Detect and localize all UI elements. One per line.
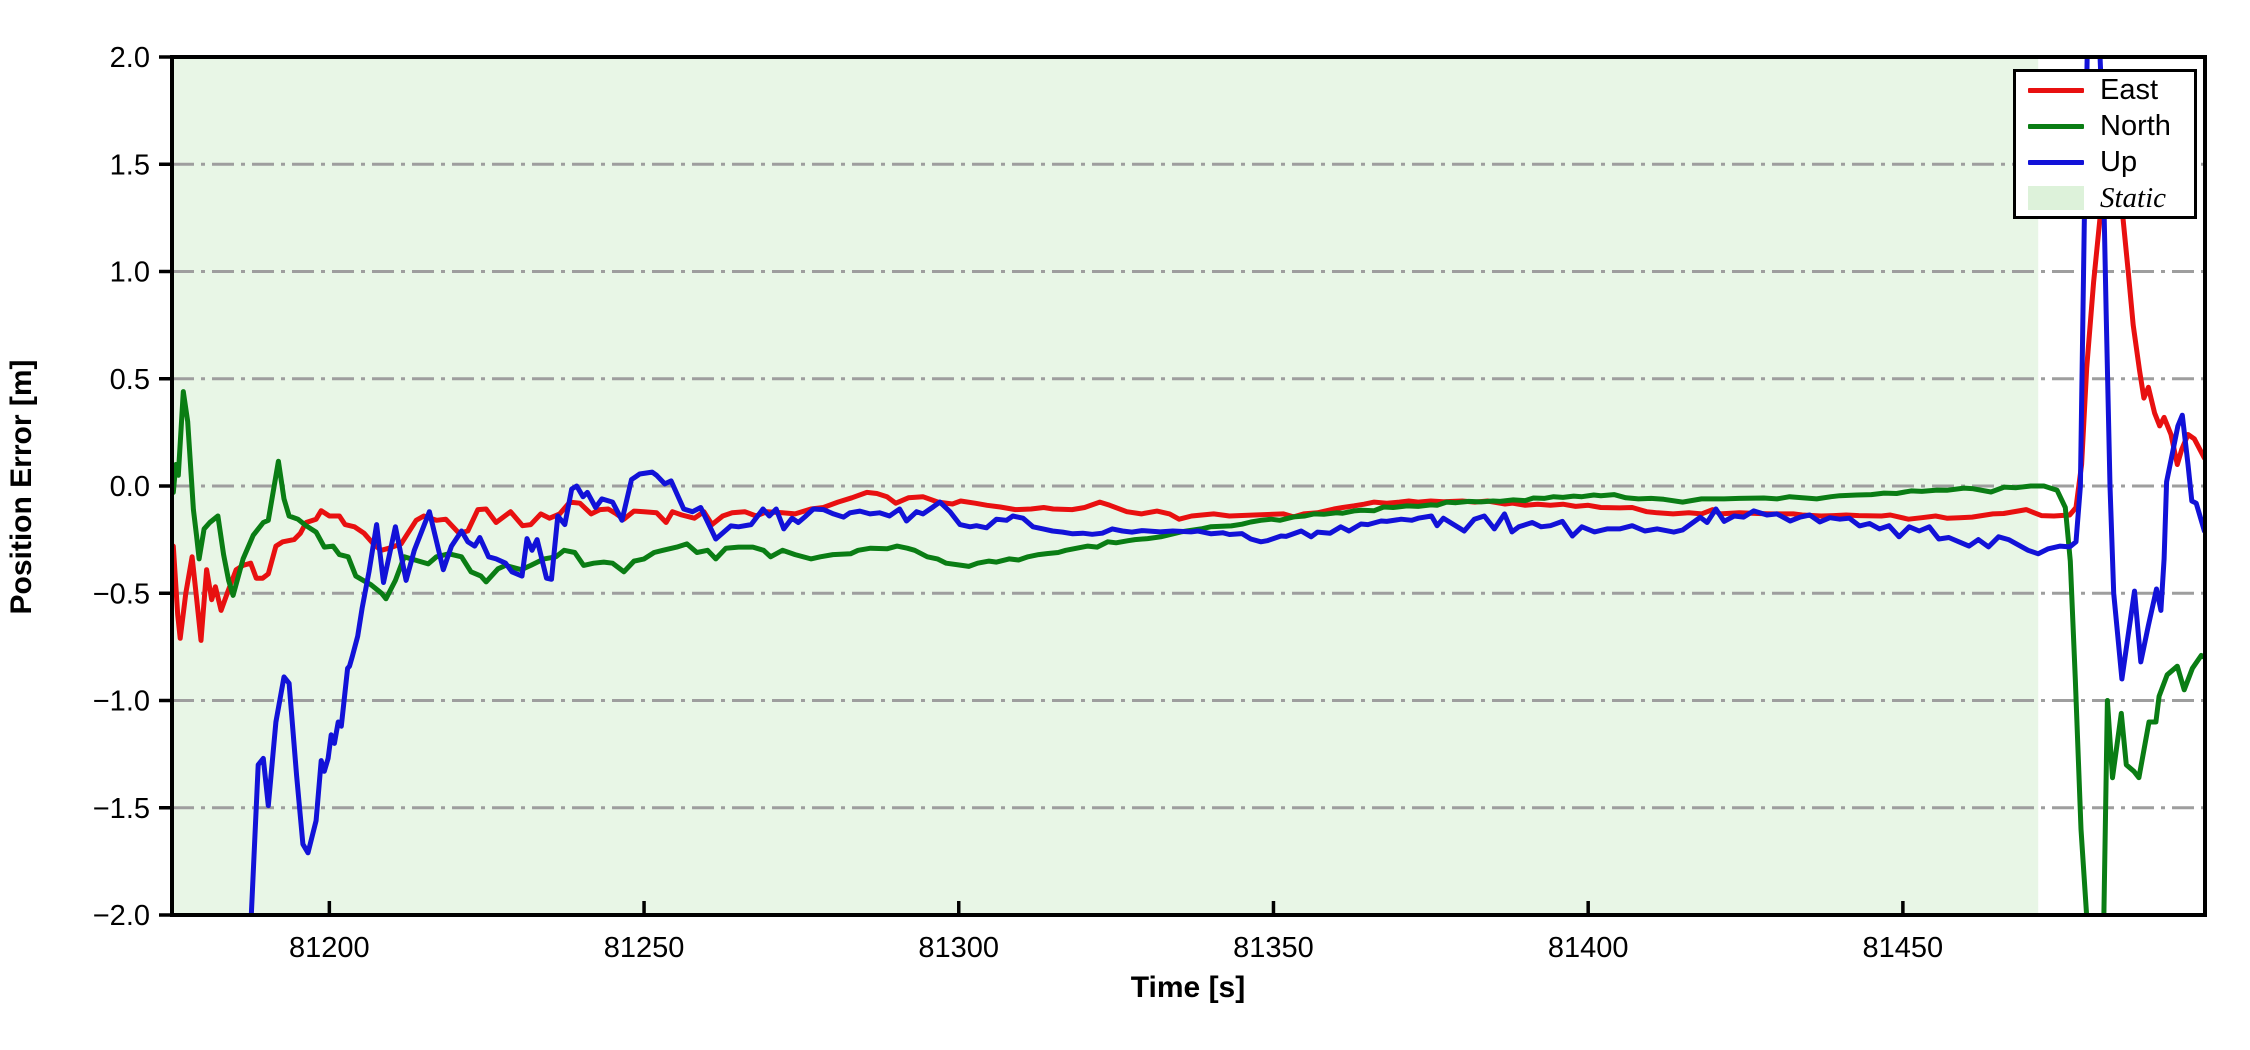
y-axis-label: Position Error [m]: [5, 359, 38, 615]
x-tick-label: 81450: [1863, 932, 1944, 964]
legend-entry-east: East: [2016, 73, 2194, 107]
x-axis-label: Time [s]: [1130, 971, 1246, 1004]
y-tick-label: −1.5: [93, 793, 150, 825]
legend-entry-static: Static: [2016, 181, 2194, 215]
y-tick-label: −0.5: [93, 578, 150, 610]
y-tick-label: 0.0: [110, 471, 150, 503]
x-tick-label: 81400: [1548, 932, 1629, 964]
legend-label-up: Up: [2100, 145, 2138, 178]
y-tick-label: 1.0: [110, 257, 150, 289]
y-tick-label: −2.0: [93, 900, 150, 932]
x-tick-label: 81250: [604, 932, 685, 964]
legend: East North Up Static: [2013, 69, 2197, 219]
legend-swatch-north: [2028, 123, 2084, 129]
series-line-up: [248, 57, 2205, 915]
x-tick-label: 81350: [1233, 932, 1314, 964]
y-tick-label: 1.5: [110, 149, 150, 181]
legend-label-north: North: [2100, 109, 2171, 142]
y-tick-label: 0.5: [110, 364, 150, 396]
legend-swatch-up: [2028, 159, 2084, 165]
x-tick-label: 81200: [289, 932, 370, 964]
y-tick-label: −1.0: [93, 686, 150, 718]
legend-swatch-static: [2028, 186, 2084, 210]
y-tick-label: 2.0: [110, 42, 150, 74]
legend-entry-north: North: [2016, 109, 2194, 143]
legend-label-east: East: [2100, 73, 2159, 106]
series-line-north: [172, 389, 2205, 915]
x-tick-label: 81300: [918, 932, 999, 964]
legend-swatch-east: [2028, 87, 2084, 93]
legend-entry-up: Up: [2016, 145, 2194, 179]
legend-label-static: Static: [2100, 181, 2167, 214]
axes-spines: [170, 55, 2207, 917]
